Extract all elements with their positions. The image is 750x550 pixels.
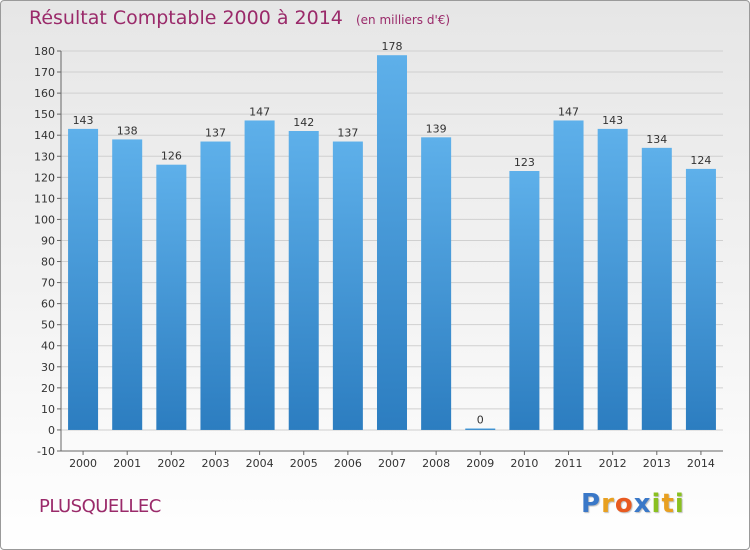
x-tick-label-2007: 2007 bbox=[378, 457, 406, 470]
title-line: Résultat Comptable 2000 à 2014 (en milli… bbox=[29, 7, 450, 29]
y-tick-label: 80 bbox=[41, 256, 55, 269]
bar-2011 bbox=[553, 120, 584, 430]
y-tick-label: 30 bbox=[41, 361, 55, 374]
bar-2012 bbox=[597, 128, 628, 430]
y-tick-label: 160 bbox=[34, 87, 55, 100]
data-label-2004: 147 bbox=[249, 105, 270, 118]
x-tick-label-2000: 2000 bbox=[69, 457, 97, 470]
bar-2001 bbox=[112, 139, 143, 430]
logo-letter: P bbox=[581, 489, 602, 519]
x-tick-label-2010: 2010 bbox=[510, 457, 538, 470]
chart-title: Résultat Comptable 2000 à 2014 bbox=[29, 7, 343, 29]
logo-letter: o bbox=[614, 489, 634, 519]
bar-2003 bbox=[200, 141, 231, 430]
x-tick-label-2012: 2012 bbox=[599, 457, 627, 470]
commune-name: PLUSQUELLEC bbox=[39, 496, 161, 517]
bar-2006 bbox=[332, 141, 363, 430]
y-tick-label: 0 bbox=[48, 424, 55, 437]
y-tick-label: 40 bbox=[41, 340, 55, 353]
bar-layer bbox=[68, 55, 716, 430]
data-label-2006: 137 bbox=[337, 127, 358, 140]
bar-2013 bbox=[641, 147, 672, 430]
x-tick-label-2004: 2004 bbox=[246, 457, 274, 470]
bar-2005 bbox=[288, 131, 319, 430]
data-label-2010: 123 bbox=[514, 156, 535, 169]
logo-letter: i bbox=[674, 489, 685, 519]
y-tick-label: 130 bbox=[34, 150, 55, 163]
logo-letter: x bbox=[633, 489, 652, 519]
x-tick-label-2001: 2001 bbox=[113, 457, 141, 470]
bar-2002 bbox=[156, 164, 187, 430]
bar-2007 bbox=[376, 55, 408, 430]
data-label-2014: 124 bbox=[690, 154, 711, 167]
bar-2009 bbox=[465, 428, 496, 430]
data-label-2012: 143 bbox=[602, 114, 623, 127]
x-tick-label-2002: 2002 bbox=[157, 457, 185, 470]
y-tick-label: 50 bbox=[41, 319, 55, 332]
y-tick-label: 90 bbox=[41, 234, 55, 247]
x-tick-label-2008: 2008 bbox=[422, 457, 450, 470]
x-tick-label-2005: 2005 bbox=[290, 457, 318, 470]
y-tick-label: 10 bbox=[41, 403, 55, 416]
y-tick-label: 100 bbox=[34, 213, 55, 226]
bar-2010 bbox=[509, 171, 540, 430]
y-tick-label: 110 bbox=[34, 192, 55, 205]
data-label-2000: 143 bbox=[73, 114, 94, 127]
bar-2014 bbox=[685, 168, 716, 430]
data-label-2011: 147 bbox=[558, 105, 579, 118]
x-tick-label-2011: 2011 bbox=[555, 457, 583, 470]
x-tick-label-2013: 2013 bbox=[643, 457, 671, 470]
label-layer: -10 0 10 20 30 40 50 60 70 80 90 100 110 120 130 140 150… bbox=[34, 40, 715, 470]
bar-2000 bbox=[68, 128, 99, 430]
bar-2004 bbox=[244, 120, 275, 430]
data-label-2003: 137 bbox=[205, 127, 226, 140]
data-label-2013: 134 bbox=[646, 133, 667, 146]
logo-letter: t bbox=[661, 489, 675, 519]
data-label-2002: 126 bbox=[161, 150, 182, 163]
data-label-2007: 178 bbox=[382, 40, 403, 53]
proxiti-logo: Proxiti bbox=[581, 489, 685, 519]
logo-letter: r bbox=[601, 489, 615, 519]
x-tick-label-2003: 2003 bbox=[201, 457, 229, 470]
x-tick-label-2006: 2006 bbox=[334, 457, 362, 470]
x-tick-label-2014: 2014 bbox=[687, 457, 715, 470]
y-tick-label: 70 bbox=[41, 277, 55, 290]
y-tick-label: 150 bbox=[34, 108, 55, 121]
x-tick-label-2009: 2009 bbox=[466, 457, 494, 470]
bar-2008 bbox=[421, 137, 452, 430]
data-label-2001: 138 bbox=[117, 124, 138, 137]
y-tick-label: 140 bbox=[34, 129, 55, 142]
data-label-2008: 139 bbox=[426, 122, 447, 135]
y-tick-label: 180 bbox=[34, 45, 55, 58]
y-tick-label: -10 bbox=[37, 445, 55, 458]
data-label-2009: 0 bbox=[477, 413, 484, 426]
logo-letter: i bbox=[651, 489, 662, 519]
y-tick-label: 120 bbox=[34, 171, 55, 184]
data-label-2005: 142 bbox=[293, 116, 314, 129]
y-tick-label: 60 bbox=[41, 298, 55, 311]
y-tick-label: 170 bbox=[34, 66, 55, 79]
chart-subtitle: (en milliers d'€) bbox=[355, 13, 451, 27]
y-tick-label: 20 bbox=[41, 382, 55, 395]
